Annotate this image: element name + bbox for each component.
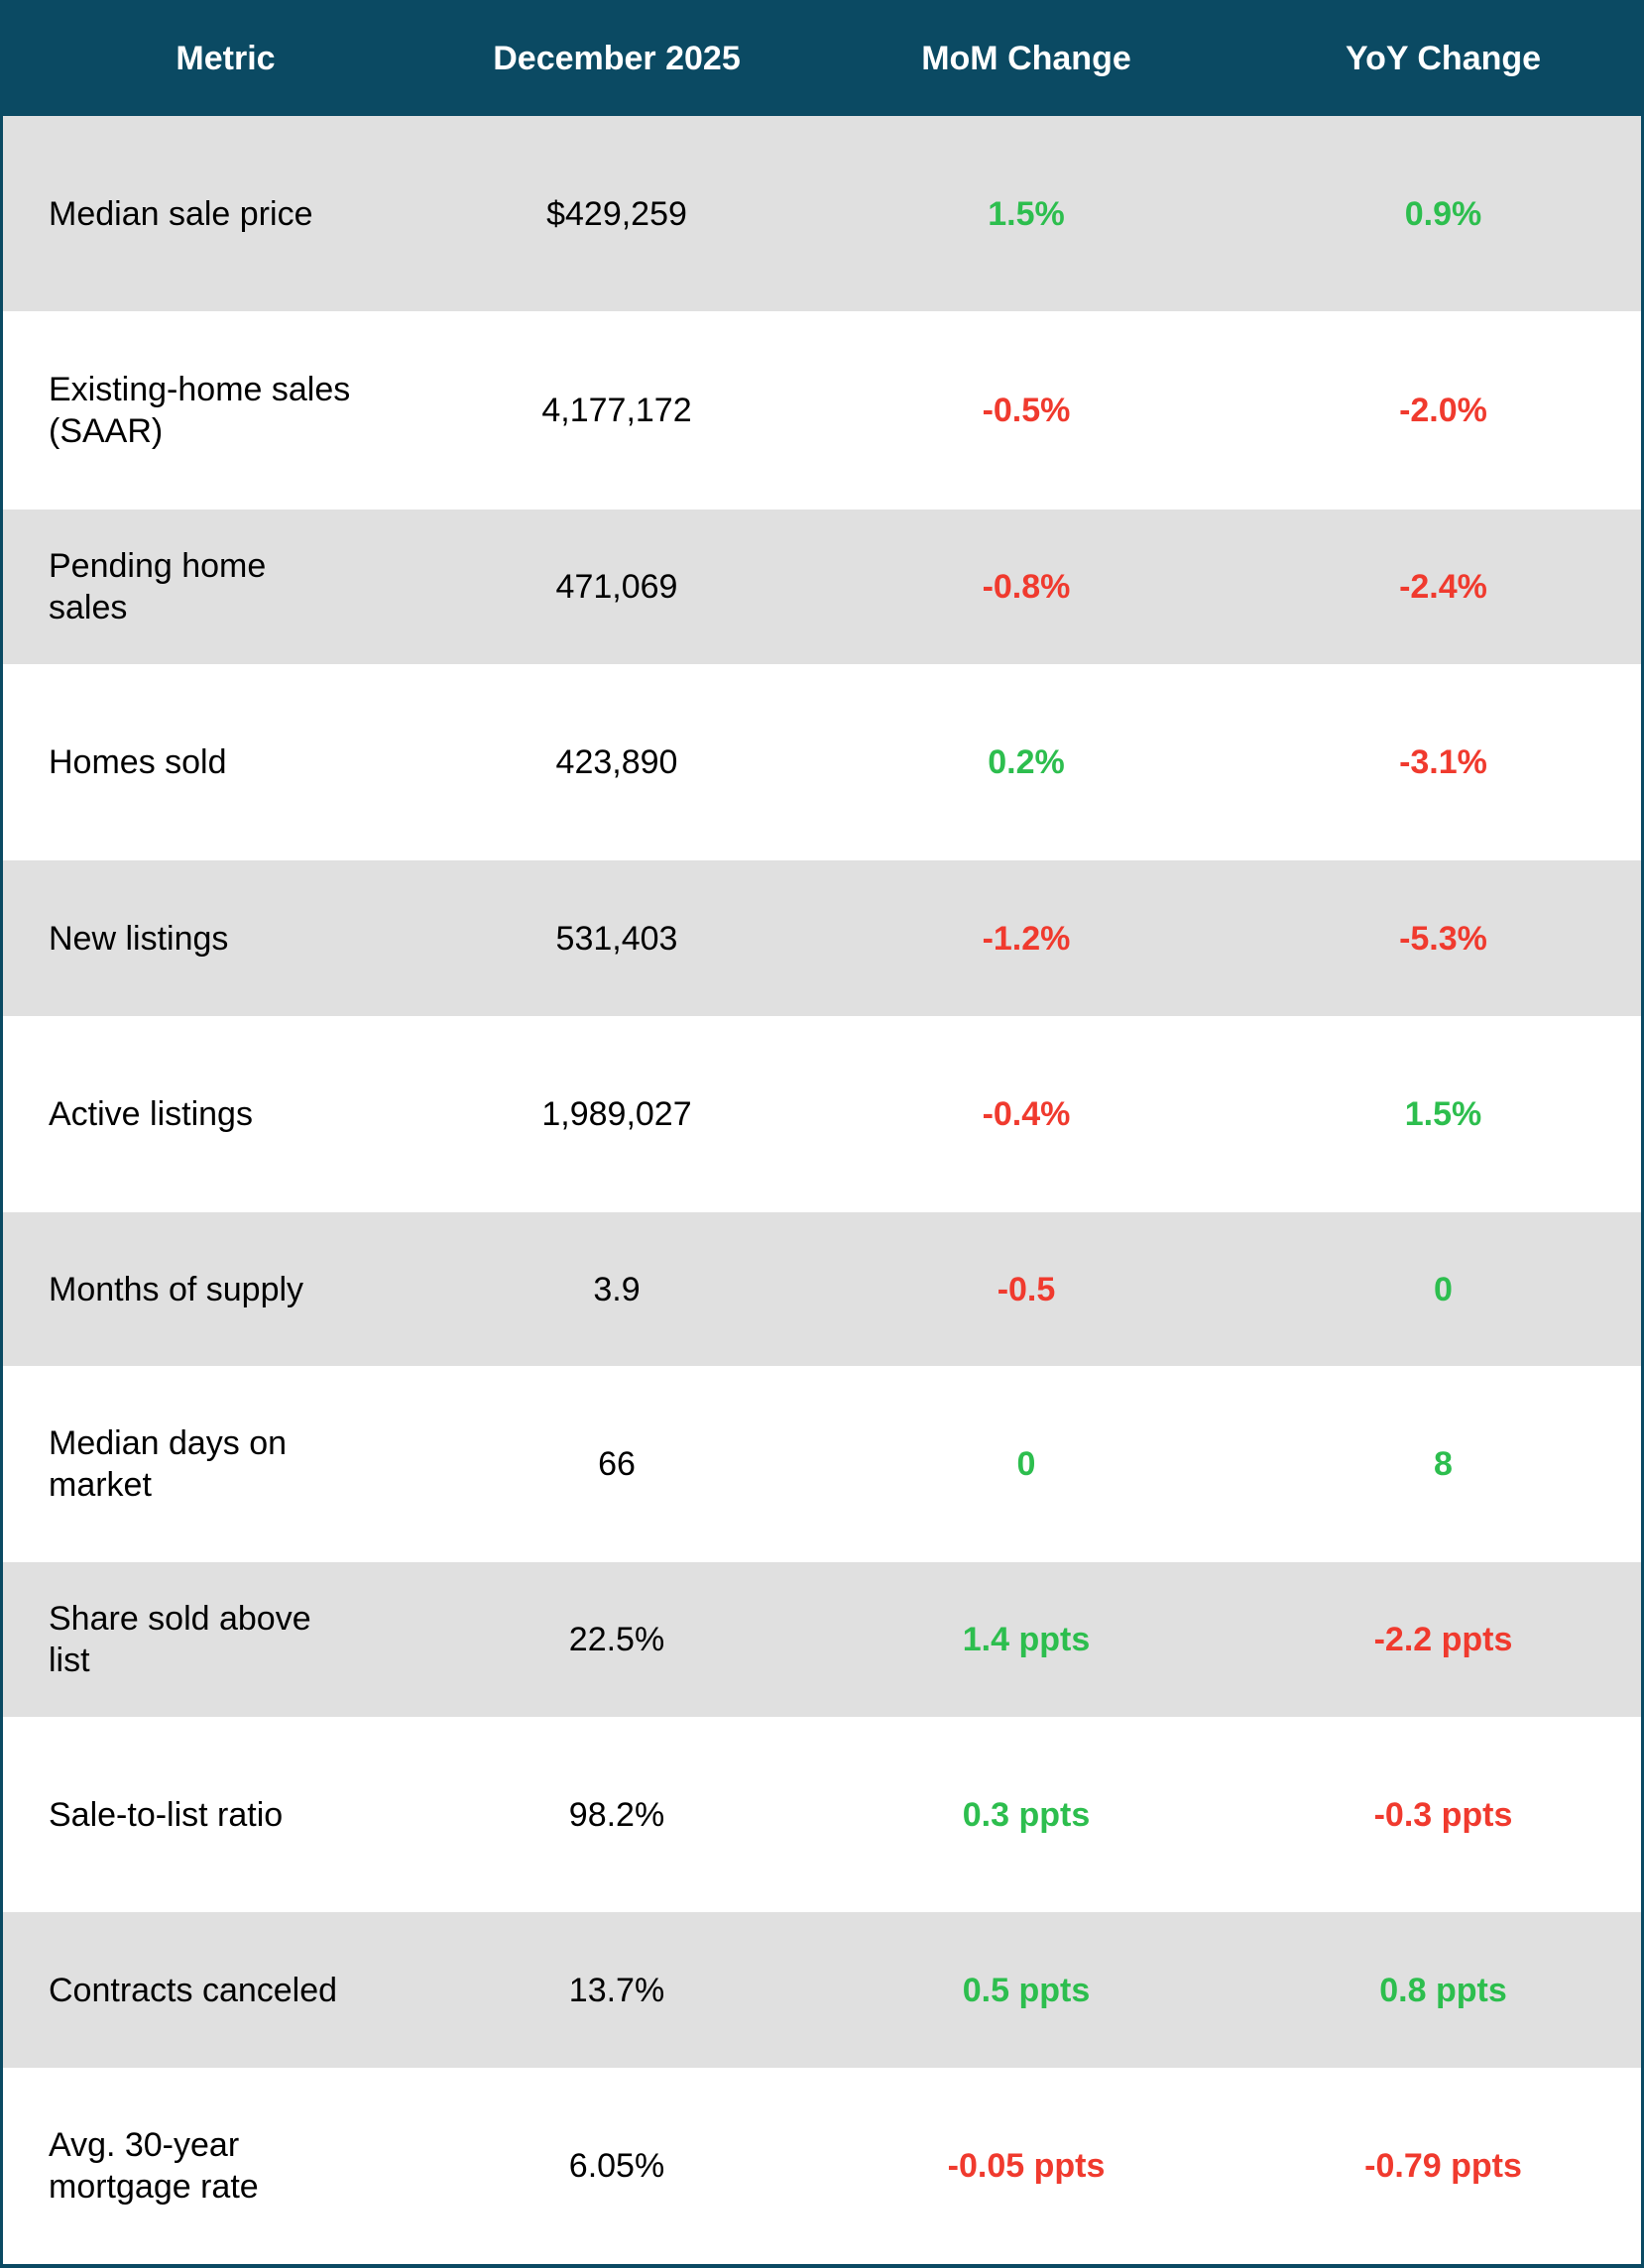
table-row: Share sold above list 22.5% 1.4 ppts -2.2 p… xyxy=(3,1562,1641,1717)
yoy-change-cell: 8 xyxy=(1434,1445,1453,1483)
table-body: Median sale price $429,259 1.5% 0.9% Existin… xyxy=(3,116,1641,2264)
yoy-change-cell: -2.4% xyxy=(1399,568,1487,606)
table-row: Median sale price $429,259 1.5% 0.9% xyxy=(3,116,1641,311)
value-cell: 4,177,172 xyxy=(541,392,692,429)
yoy-change-cell: -3.1% xyxy=(1399,743,1487,781)
value-cell: 6.05% xyxy=(568,2147,665,2185)
metric-cell: New listings xyxy=(49,919,229,958)
metric-cell: Median days on market xyxy=(49,1424,288,1504)
mom-change-cell: -0.05 ppts xyxy=(947,2147,1106,2185)
value-cell: $429,259 xyxy=(546,194,687,233)
value-cell: 423,890 xyxy=(555,743,678,781)
value-cell: 1,989,027 xyxy=(541,1095,692,1133)
yoy-change-cell: -0.3 ppts xyxy=(1373,1795,1513,1834)
value-cell: 3.9 xyxy=(593,1270,641,1308)
table-row: Median days on market 66 0 8 xyxy=(3,1366,1641,1562)
header-metric: Metric xyxy=(176,39,276,77)
table-row: Months of supply 3.9 -0.5 0 xyxy=(3,1212,1641,1366)
header-month: December 2025 xyxy=(493,39,741,77)
yoy-change-cell: -2.2 ppts xyxy=(1373,1621,1513,1658)
table-row: Homes sold 423,890 0.2% -3.1% xyxy=(3,664,1641,860)
metric-cell: Share sold above list xyxy=(49,1600,311,1679)
value-cell: 66 xyxy=(598,1445,636,1483)
yoy-change-cell: 0.9% xyxy=(1404,194,1482,233)
metric-cell: Contracts canceled xyxy=(49,1971,338,2009)
mom-change-cell: 0 xyxy=(1016,1445,1036,1483)
mom-change-cell: -1.2% xyxy=(982,919,1071,958)
value-cell: 531,403 xyxy=(555,919,678,958)
table-row: Avg. 30-year mortgage rate 6.05% -0.05 ppt… xyxy=(3,2068,1641,2264)
metric-cell: Pending home sales xyxy=(49,547,267,626)
mom-change-cell: -0.8% xyxy=(982,568,1071,606)
metric-cell: Active listings xyxy=(49,1095,253,1133)
table-row: Existing-home sales (SAAR) 4,177,172 -0.5%… xyxy=(3,311,1641,510)
metric-cell: Homes sold xyxy=(49,743,227,781)
yoy-change-cell: -5.3% xyxy=(1399,919,1487,958)
yoy-change-cell: 1.5% xyxy=(1404,1095,1482,1133)
value-cell: 22.5% xyxy=(568,1621,665,1658)
metric-cell: Avg. 30-year mortgage rate xyxy=(49,2126,259,2206)
yoy-change-cell: 0 xyxy=(1434,1270,1453,1308)
mom-change-cell: 0.2% xyxy=(988,743,1065,781)
metric-cell: Sale-to-list ratio xyxy=(49,1795,284,1834)
header-mom-change: MoM Change xyxy=(921,39,1131,77)
metric-cell: Median sale price xyxy=(49,194,313,233)
value-cell: 13.7% xyxy=(568,1971,665,2009)
mom-change-cell: 1.4 ppts xyxy=(962,1621,1091,1658)
table-row: Sale-to-list ratio 98.2% 0.3 ppts -0.3 ppts xyxy=(3,1717,1641,1912)
mom-change-cell: -0.5 xyxy=(997,1270,1056,1308)
table-header: Metric December 2025 MoM Change YoY Chan… xyxy=(3,0,1641,116)
yoy-change-cell: 0.8 ppts xyxy=(1379,1971,1507,2009)
metric-cell: Months of supply xyxy=(49,1270,304,1308)
mom-change-cell: -0.4% xyxy=(982,1095,1071,1133)
table-row: Pending home sales 471,069 -0.8% -2.4% xyxy=(3,510,1641,664)
table-row: Contracts canceled 13.7% 0.5 ppts 0.8 ppts xyxy=(3,1912,1641,2068)
mom-change-cell: 1.5% xyxy=(988,194,1065,233)
yoy-change-cell: -0.79 ppts xyxy=(1364,2147,1522,2185)
mom-change-cell: -0.5% xyxy=(982,392,1071,429)
header-yoy-change: YoY Change xyxy=(1345,39,1542,77)
table-row: Active listings 1,989,027 -0.4% 1.5% xyxy=(3,1016,1641,1212)
yoy-change-cell: -2.0% xyxy=(1399,392,1487,429)
table-row: New listings 531,403 -1.2% -5.3% xyxy=(3,860,1641,1016)
value-cell: 471,069 xyxy=(555,568,678,606)
mom-change-cell: 0.3 ppts xyxy=(962,1795,1091,1834)
value-cell: 98.2% xyxy=(568,1795,665,1834)
metric-cell: Existing-home sales (SAAR) xyxy=(49,371,351,450)
mom-change-cell: 0.5 ppts xyxy=(962,1971,1091,2009)
